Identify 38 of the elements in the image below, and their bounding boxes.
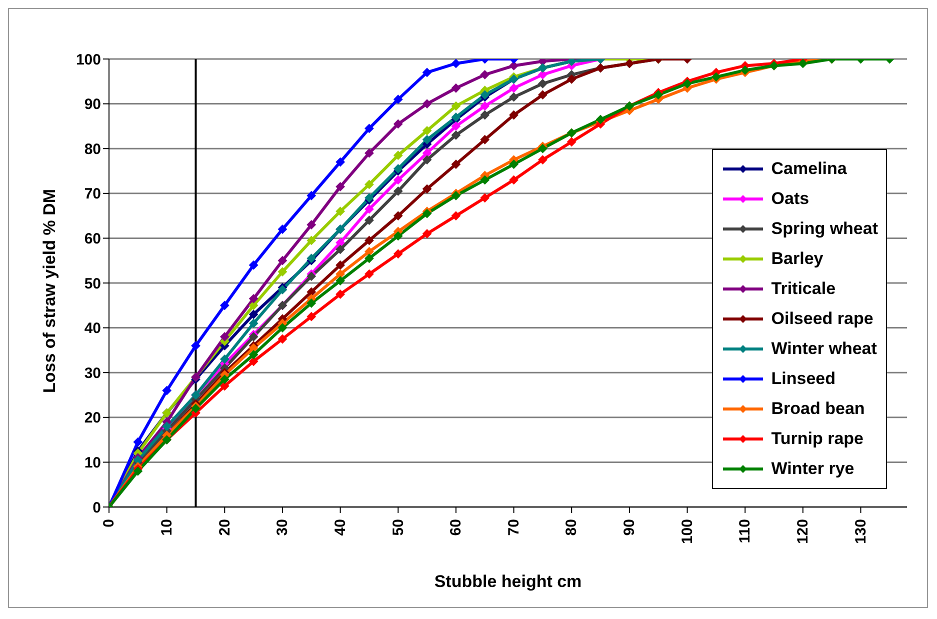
y-tick-label: 50 (84, 275, 101, 292)
x-tick-label: 20 (216, 519, 234, 536)
x-tick-label: 120 (794, 519, 812, 544)
y-tick-label: 30 (84, 364, 101, 382)
y-tick-label: 80 (84, 140, 101, 158)
legend-label: Winter wheat (771, 339, 877, 359)
x-tick-label: 10 (158, 519, 176, 536)
x-tick-label: 110 (736, 519, 754, 544)
x-axis-title: Stubble height cm (434, 572, 582, 591)
x-tick-label: 40 (332, 519, 349, 536)
y-tick-label: 60 (84, 230, 101, 248)
legend-label: Oats (771, 189, 810, 209)
legend-label: Triticale (771, 279, 836, 299)
x-tick-label: 60 (448, 519, 465, 536)
y-axis-title: Loss of straw yield % DM (40, 188, 60, 393)
legend-label: Oilseed rape (771, 309, 874, 329)
x-tick-label: 80 (563, 519, 580, 536)
x-tick-label: 0 (100, 519, 118, 528)
legend-label: Linseed (771, 369, 836, 389)
x-tick-label: 30 (274, 519, 292, 536)
y-tick-label: 100 (76, 51, 101, 68)
x-tick-label: 90 (621, 519, 638, 536)
y-tick-label: 20 (84, 410, 101, 427)
x-tick-label: 100 (678, 519, 696, 544)
legend-label: Turnip rape (771, 429, 864, 449)
y-tick-label: 90 (84, 96, 101, 114)
x-tick-label: 50 (390, 519, 407, 536)
legend-label: Winter rye (771, 459, 854, 479)
x-tick-label: 70 (505, 519, 522, 536)
y-tick-label: 40 (84, 320, 101, 338)
legend-label: Broad bean (771, 399, 865, 419)
legend-label: Barley (771, 249, 824, 269)
x-tick-label: 130 (852, 519, 870, 544)
y-tick-label: 10 (84, 454, 101, 472)
legend-label: Spring wheat (771, 219, 878, 239)
legend-label: Camelina (771, 159, 847, 179)
y-tick-label: 70 (84, 186, 101, 203)
y-tick-label: 0 (92, 499, 101, 516)
